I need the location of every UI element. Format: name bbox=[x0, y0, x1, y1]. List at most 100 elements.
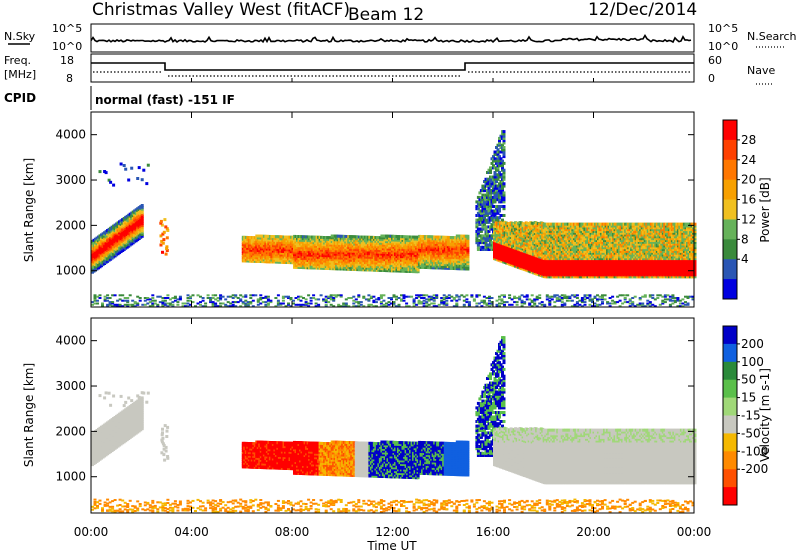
data-cell bbox=[498, 298, 501, 301]
data-cell bbox=[432, 299, 436, 302]
data-cell bbox=[563, 295, 567, 298]
data-cell bbox=[498, 302, 501, 305]
data-cell bbox=[221, 302, 225, 305]
data-cell bbox=[148, 305, 152, 308]
data-cell bbox=[211, 303, 215, 306]
data-cell bbox=[432, 298, 436, 301]
data-cell bbox=[573, 303, 577, 306]
data-cell bbox=[324, 298, 328, 301]
data-cell bbox=[533, 303, 537, 306]
data-cell bbox=[329, 303, 333, 306]
data-cell bbox=[596, 298, 599, 301]
data-cell bbox=[142, 168, 146, 172]
data-cell bbox=[482, 299, 486, 302]
data-cell bbox=[545, 295, 549, 298]
data-cell bbox=[100, 242, 103, 246]
data-cell bbox=[253, 248, 257, 252]
data-cell bbox=[580, 305, 584, 308]
data-cell bbox=[128, 303, 132, 306]
data-cell bbox=[646, 302, 650, 305]
data-cell bbox=[126, 301, 130, 304]
data-cell bbox=[292, 299, 295, 302]
data-cell bbox=[337, 303, 341, 306]
data-cell bbox=[538, 294, 542, 297]
data-cell bbox=[199, 301, 202, 304]
data-cell bbox=[123, 303, 127, 306]
data-cell bbox=[593, 305, 597, 308]
data-cell bbox=[140, 229, 144, 233]
data-cell bbox=[302, 297, 305, 299]
data-cell bbox=[392, 303, 396, 306]
data-cell bbox=[560, 301, 564, 304]
data-cell bbox=[354, 301, 358, 304]
data-cell bbox=[161, 232, 165, 236]
data-cell bbox=[194, 305, 197, 308]
data-cell bbox=[253, 238, 257, 242]
data-cell bbox=[127, 178, 131, 182]
data-cell bbox=[302, 262, 305, 266]
nsky-panel: N.Sky 10^5 10^0 10^5 10^0 N.Search bbox=[4, 22, 797, 53]
data-cell bbox=[231, 305, 235, 308]
data-cell bbox=[563, 303, 567, 306]
data-cell bbox=[452, 297, 456, 299]
data-cell bbox=[671, 299, 675, 302]
data-cell bbox=[266, 298, 270, 301]
data-cell bbox=[249, 301, 253, 304]
data-cell bbox=[530, 301, 534, 304]
data-cell bbox=[362, 297, 366, 299]
data-cell bbox=[161, 250, 164, 254]
data-cell bbox=[367, 299, 371, 302]
data-cell bbox=[626, 301, 630, 304]
data-cell bbox=[347, 297, 351, 299]
data-cell bbox=[643, 294, 647, 297]
data-cell bbox=[400, 294, 403, 297]
data-cell bbox=[420, 294, 424, 297]
data-cell bbox=[596, 299, 599, 302]
data-cell bbox=[628, 305, 632, 308]
data-cell bbox=[668, 303, 672, 306]
data-cell bbox=[593, 302, 597, 305]
data-cell bbox=[583, 303, 587, 306]
data-cell bbox=[101, 303, 104, 306]
data-cell bbox=[372, 295, 376, 298]
data-cell bbox=[352, 299, 356, 302]
data-cell bbox=[570, 294, 574, 297]
data-cell bbox=[583, 298, 587, 301]
data-cell bbox=[339, 295, 343, 298]
data-cell bbox=[196, 302, 200, 305]
data-cell bbox=[543, 305, 547, 308]
data-cell bbox=[661, 302, 665, 305]
data-cell bbox=[119, 235, 123, 239]
data-cell bbox=[246, 303, 250, 306]
data-cell bbox=[289, 297, 293, 299]
data-cell bbox=[101, 302, 104, 305]
nsky-label: N.Sky bbox=[4, 30, 36, 43]
data-cell bbox=[256, 298, 260, 301]
data-cell bbox=[141, 303, 145, 306]
data-cell bbox=[211, 301, 215, 304]
data-cell bbox=[106, 299, 110, 302]
data-cell bbox=[347, 305, 351, 308]
data-cell bbox=[111, 305, 115, 308]
data-cell bbox=[249, 302, 253, 305]
data-cell bbox=[130, 166, 134, 170]
data-cell bbox=[165, 247, 169, 251]
data-cell bbox=[158, 295, 162, 298]
data-cell bbox=[691, 298, 695, 301]
data-cell bbox=[108, 297, 112, 299]
data-cell bbox=[651, 294, 655, 297]
data-cell bbox=[374, 298, 378, 301]
data-cell bbox=[280, 260, 284, 264]
data-cell bbox=[367, 305, 371, 308]
data-cell bbox=[219, 294, 223, 297]
data-cell bbox=[131, 305, 135, 308]
data-cell bbox=[280, 259, 284, 262]
data-cell bbox=[397, 303, 401, 306]
data-cell bbox=[470, 295, 474, 298]
data-cell bbox=[253, 250, 257, 254]
data-cell bbox=[153, 299, 157, 302]
data-cell bbox=[435, 297, 439, 299]
data-cell bbox=[555, 294, 559, 297]
data-cell bbox=[231, 301, 235, 304]
